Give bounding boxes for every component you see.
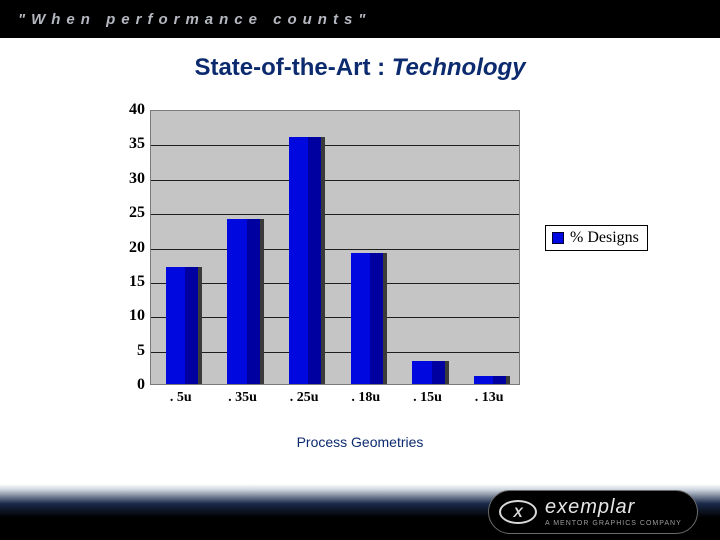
chart-ytick-label: 40 — [100, 101, 145, 119]
top-banner: "When performance counts" — [0, 0, 720, 38]
chart-ytick-label: 10 — [100, 307, 145, 325]
chart-bar — [474, 376, 506, 384]
chart-xtick-label: . 5u — [151, 390, 211, 406]
logo-subtitle: A MENTOR GRAPHICS COMPANY — [545, 520, 682, 527]
chart-xtick-label: . 13u — [459, 390, 519, 406]
chart-xtick-label: . 15u — [398, 390, 458, 406]
slide: "When performance counts" State-of-the-A… — [0, 0, 720, 540]
title-container: State-of-the-Art : Technology — [0, 54, 720, 82]
logo-text: exemplar A MENTOR GRAPHICS COMPANY — [545, 497, 682, 527]
title-prefix: State-of-the-Art : — [194, 54, 391, 81]
chart-xtick-label: . 35u — [213, 390, 273, 406]
company-logo: X exemplar A MENTOR GRAPHICS COMPANY — [488, 490, 698, 534]
slide-title: State-of-the-Art : Technology — [194, 54, 525, 81]
chart-ytick-label: 0 — [100, 376, 145, 394]
logo-name: exemplar — [545, 497, 682, 517]
chart-ytick-label: 20 — [100, 239, 145, 257]
chart-ytick-label: 5 — [100, 342, 145, 360]
legend-swatch-icon — [552, 232, 564, 244]
chart-ytick-label: 15 — [100, 273, 145, 291]
chart-gridline — [151, 317, 519, 318]
chart-bar — [351, 253, 383, 384]
chart-bar — [227, 219, 259, 384]
chart-subcaption: Process Geometries — [0, 434, 720, 450]
bar-chart: 0 5 10 15 20 25 30 35 40 . 5u. 35u. 25u. 18u. 15… — [100, 100, 530, 420]
chart-gridline — [151, 249, 519, 250]
chart-legend: % Designs — [545, 225, 648, 251]
chart-plot-area — [150, 110, 520, 385]
chart-xtick-label: . 18u — [336, 390, 396, 406]
legend-label: % Designs — [570, 229, 639, 247]
chart-bar — [166, 267, 198, 384]
chart-bar — [289, 137, 321, 385]
footer: X exemplar A MENTOR GRAPHICS COMPANY — [0, 484, 720, 540]
title-italic: Technology — [392, 54, 526, 81]
chart-gridline — [151, 180, 519, 181]
chart-ytick-label: 25 — [100, 204, 145, 222]
logo-mark-icon: X — [499, 500, 537, 524]
chart-ytick-label: 30 — [100, 170, 145, 188]
chart-bar — [412, 361, 444, 384]
chart-gridline — [151, 145, 519, 146]
banner-tagline: "When performance counts" — [0, 11, 371, 28]
chart-gridline — [151, 352, 519, 353]
chart-gridline — [151, 214, 519, 215]
chart-gridline — [151, 283, 519, 284]
chart-xtick-label: . 25u — [274, 390, 334, 406]
chart-ytick-label: 35 — [100, 135, 145, 153]
